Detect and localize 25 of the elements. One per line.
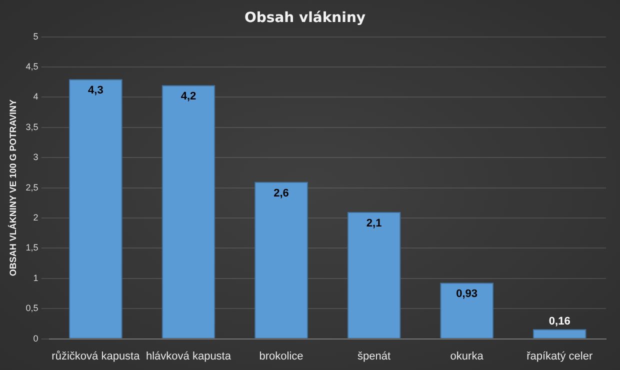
x-tick-label: růžičková kapusta (52, 350, 141, 362)
y-tick-label: 0 (33, 333, 38, 344)
data-label: 0,93 (456, 288, 478, 300)
data-label: 4,3 (88, 84, 104, 97)
y-tick-label: 0,5 (26, 303, 38, 314)
y-tick-label: 4 (33, 92, 38, 102)
x-tick-label: brokolice (259, 350, 304, 362)
x-tick-label: okurka (450, 350, 484, 362)
y-tick-label: 2 (33, 212, 38, 222)
x-tick-label: špenát (358, 350, 391, 362)
y-tick-label: 1 (33, 272, 38, 283)
y-tick-label: 1,5 (26, 242, 38, 253)
y-tick-label: 5 (33, 31, 38, 42)
y-tick-label: 2,5 (26, 182, 38, 192)
data-label: 2,6 (274, 187, 289, 200)
chart-title: Obsah vlákniny (244, 10, 366, 26)
y-tick-label: 3 (33, 152, 38, 162)
data-label: 0,16 (548, 316, 570, 328)
y-tick-label: 4,5 (26, 61, 38, 72)
y-axis-title: OBSAH VLÁKNINY VE 100 G POTRAVINY (8, 99, 18, 276)
data-label: 2,1 (366, 217, 382, 230)
x-tick-label: hlávková kapusta (146, 350, 232, 362)
data-label: 4,2 (180, 90, 196, 103)
x-tick-label: řapíkatý celer (526, 350, 593, 362)
y-tick-label: 3,5 (26, 122, 38, 132)
